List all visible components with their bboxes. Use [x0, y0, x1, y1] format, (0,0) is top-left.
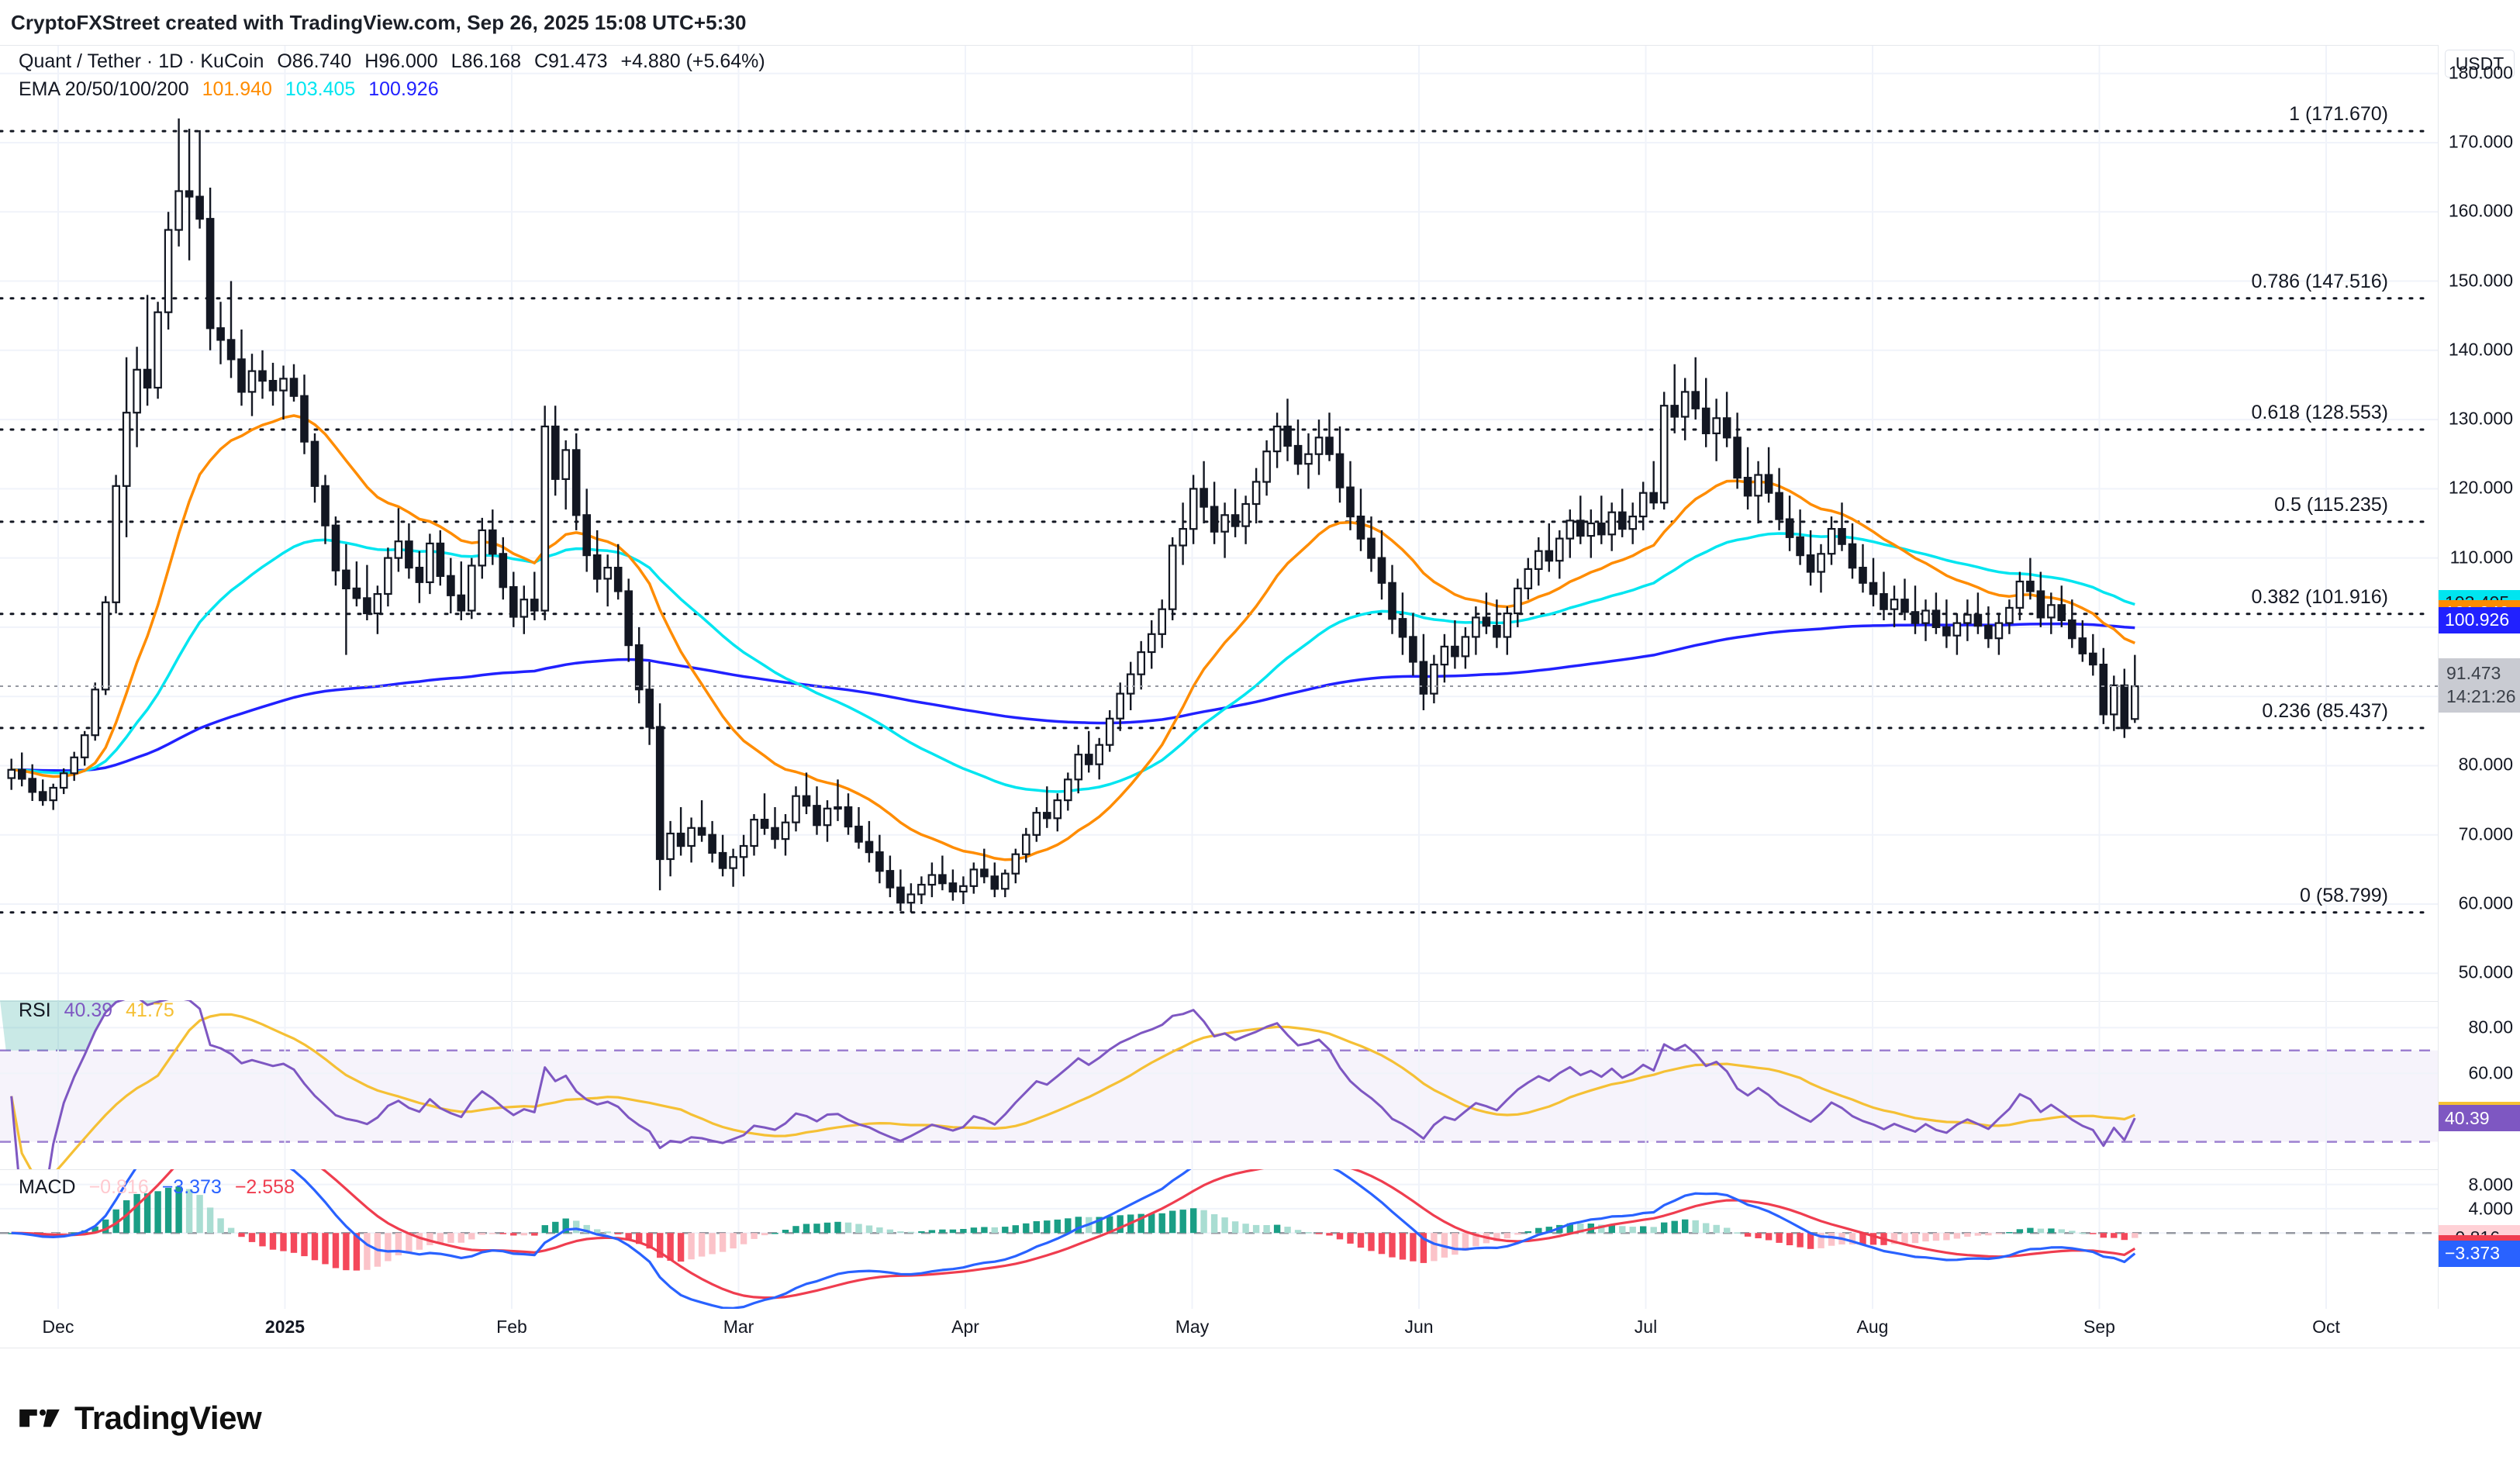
ema20-value: 101.940 [202, 78, 272, 100]
symbol-title: Quant / Tether · 1D · KuCoin [19, 50, 264, 72]
macd-legend-label: MACD [19, 1176, 76, 1198]
fib-label: 0 (58.799) [2300, 884, 2388, 906]
fib-label: 1 (171.670) [2289, 103, 2388, 126]
ema200-badge[interactable]: 100.926 [2439, 606, 2520, 633]
rsi-plot [0, 1000, 2438, 1169]
macd-tick: 4.000 [2468, 1198, 2513, 1219]
price-tick: 160.000 [2448, 200, 2513, 221]
price-tick: 60.000 [2458, 892, 2513, 913]
price-tick: 170.000 [2448, 131, 2513, 152]
rsi-value: 40.39 [64, 999, 113, 1021]
time-tick: Jul [1634, 1317, 1658, 1337]
time-tick: Aug [1856, 1317, 1889, 1337]
rsi-tick: 60.00 [2468, 1062, 2513, 1083]
time-tick: May [1175, 1317, 1210, 1337]
price-tick: 70.000 [2458, 823, 2513, 844]
fib-label: 0.5 (115.235) [2274, 493, 2388, 516]
last-price-value: 91.473 [2446, 663, 2501, 684]
ema200-value: 100.926 [368, 78, 439, 100]
time-axis[interactable]: Dec 2025 Feb Mar Apr May Jun Jul Aug Sep Oct [0, 1309, 2520, 1348]
price-tick: 140.000 [2448, 339, 2513, 360]
price-tick: 180.000 [2448, 62, 2513, 83]
time-tick: 2025 [264, 1317, 306, 1337]
macd-line-badge[interactable]: −3.373 [2439, 1240, 2520, 1267]
macd-pane[interactable] [0, 1169, 2438, 1310]
fib-label: 0.786 (147.516) [2251, 270, 2388, 292]
ohlc-open: O86.740 [277, 50, 352, 72]
ohlc-close: C91.473 [534, 50, 608, 72]
macd-hist-value: −0.816 [88, 1176, 149, 1198]
symbol-legend[interactable]: Quant / Tether · 1D · KuCoin O86.740 H96… [19, 50, 765, 73]
right-axis-column[interactable]: USDT 180.000 170.000 160.000 150.000 140.000… [2438, 45, 2520, 1309]
time-tick: Mar [723, 1317, 754, 1337]
tradingview-wordmark: TradingView [74, 1400, 262, 1436]
ema-legend[interactable]: EMA 20/50/100/200 101.940 103.405 100.92… [19, 78, 439, 101]
macd-tick: 8.000 [2468, 1174, 2513, 1195]
price-unit-chip[interactable]: USDT [2445, 50, 2515, 78]
price-tick: 110.000 [2449, 547, 2513, 568]
price-tick: 120.000 [2448, 477, 2513, 498]
ema50-value: 103.405 [285, 78, 356, 100]
last-price-badge[interactable]: 91.473 14:21:26 [2439, 658, 2520, 713]
ohlc-change: +4.880 (+5.64%) [620, 50, 765, 72]
macd-plot [0, 1169, 2438, 1309]
chart-frame: USDT 180.000 170.000 160.000 150.000 140.000… [0, 45, 2520, 1348]
rsi-badge[interactable]: 40.39 [2439, 1105, 2520, 1132]
macd-line-value: −3.373 [161, 1176, 222, 1198]
countdown-timer: 14:21:26 [2446, 686, 2516, 707]
fib-label: 0.618 (128.553) [2251, 402, 2388, 423]
price-plot [0, 46, 2438, 1001]
macd-legend[interactable]: MACD −0.816 −3.373 −2.558 [19, 1175, 295, 1199]
time-tick: Jun [1404, 1317, 1434, 1337]
time-tick: Sep [2083, 1317, 2115, 1337]
rsi-ma-value: 41.75 [126, 999, 174, 1021]
time-tick: Oct [2312, 1317, 2340, 1337]
time-tick: Feb [496, 1317, 527, 1337]
rsi-pane[interactable] [0, 1000, 2438, 1170]
tradingview-footer[interactable]: TradingView [17, 1396, 262, 1441]
price-tick: 80.000 [2458, 754, 2513, 775]
time-tick: Apr [951, 1317, 979, 1337]
time-tick: Dec [42, 1317, 74, 1337]
price-tick: 50.000 [2458, 961, 2513, 982]
tradingview-logo-icon [19, 1409, 60, 1427]
rsi-legend[interactable]: RSI 40.39 41.75 [19, 999, 174, 1022]
fib-label: 0.382 (101.916) [2251, 585, 2388, 608]
macd-signal-value: −2.558 [234, 1176, 295, 1198]
price-tick: 150.000 [2448, 270, 2513, 291]
ema-legend-label: EMA 20/50/100/200 [19, 78, 189, 100]
fib-label: 0.236 (85.437) [2262, 699, 2388, 722]
ohlc-low: L86.168 [450, 50, 522, 72]
rsi-tick: 80.00 [2468, 1017, 2513, 1037]
ohlc-high: H96.000 [364, 50, 438, 72]
rsi-legend-label: RSI [19, 999, 51, 1021]
attribution-text: CryptoFXStreet created with TradingView.… [11, 11, 747, 34]
price-pane[interactable] [0, 45, 2438, 1002]
price-tick: 130.000 [2448, 408, 2513, 429]
